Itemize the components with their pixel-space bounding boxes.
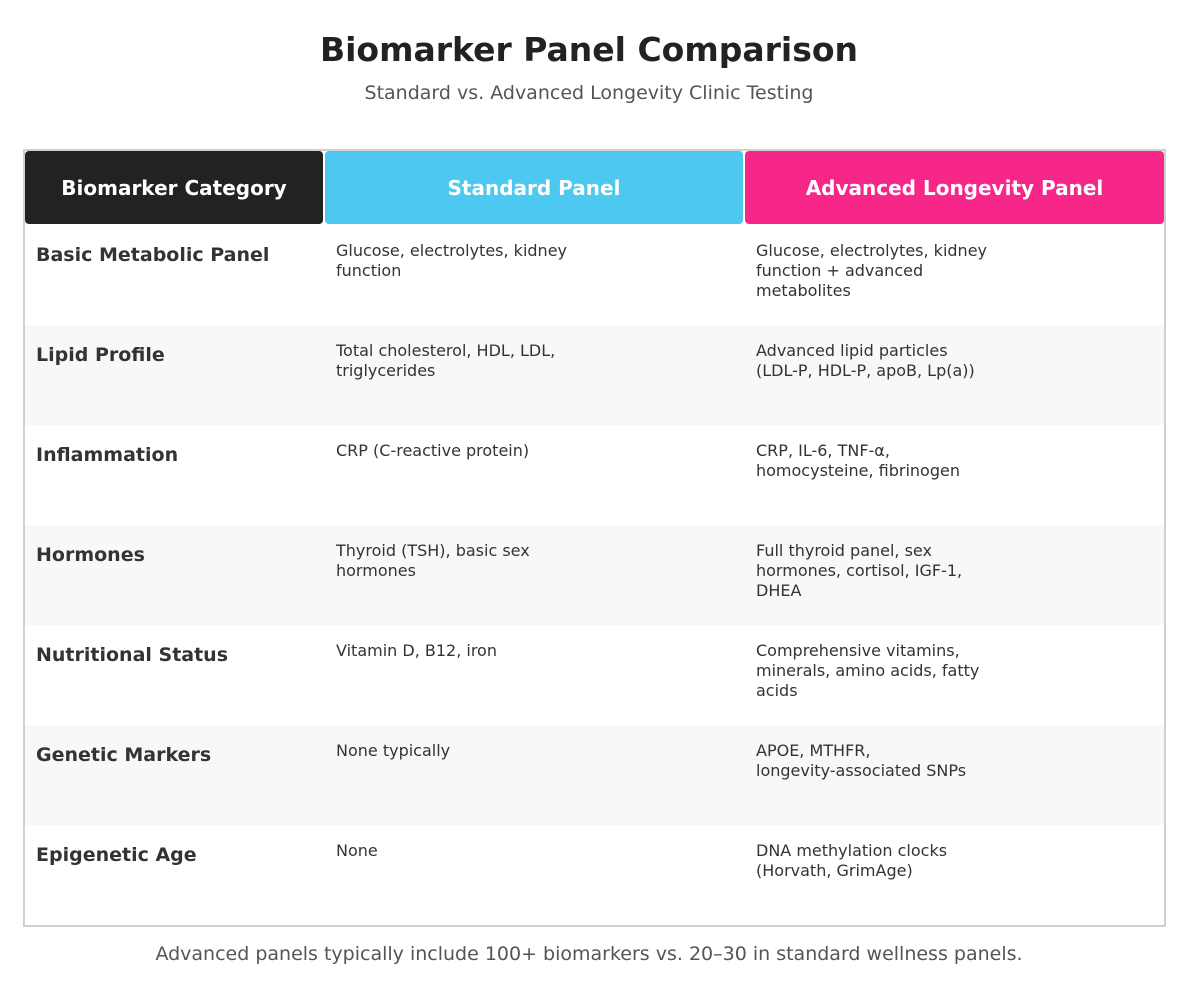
category-cell: Hormones [36,544,145,566]
table-row: Nutritional Status Vitamin D, B12, iron Co… [25,625,1164,725]
advanced-cell: Full thyroid panel, sex hormones, cortis… [756,541,963,600]
table-row: Epigenetic Age None DNA methylation clocks… [25,825,1164,925]
standard-cell: None [336,841,378,860]
category-cell: Genetic Markers [36,744,212,766]
category-cell: Epigenetic Age [36,844,197,866]
category-cell: Nutritional Status [36,644,229,666]
category-cell: Lipid Profile [36,344,165,366]
advanced-cell: APOE, MTHFR, longevity-associated SNPs [756,741,967,780]
table-row: Genetic Markers None typically APOE, MTHFR… [25,725,1164,825]
footer-note: Advanced panels typically include 100+ b… [155,943,1023,965]
header-category: Biomarker Category [25,151,323,224]
page-subtitle: Standard vs. Advanced Longevity Clinic T… [364,82,814,104]
standard-cell: CRP (C-reactive protein) [336,441,530,460]
table-row: Inflammation CRP (C-reactive protein) CRP,… [25,425,1164,525]
table-row: Basic Metabolic Panel Glucose, electrolyt… [25,225,1164,325]
category-cell: Basic Metabolic Panel [36,244,270,266]
page-title: Biomarker Panel Comparison [319,30,859,69]
advanced-cell: Comprehensive vitamins, minerals, amino … [756,641,980,700]
standard-cell: Total cholesterol, HDL, LDL, triglycerid… [336,341,556,380]
standard-cell: None typically [336,741,451,760]
advanced-cell: Glucose, electrolytes, kidney function +… [756,241,987,300]
advanced-cell: CRP, IL-6, TNF-α, homocysteine, fibrinog… [756,441,960,480]
advanced-cell: Advanced lipid particles (LDL-P, HDL-P, … [756,341,975,380]
header-standard: Standard Panel [325,151,743,224]
standard-cell: Vitamin D, B12, iron [336,641,497,660]
table-row: Hormones Thyroid (TSH), basic sex hormone… [25,525,1164,625]
standard-cell: Glucose, electrolytes, kidney function [336,241,567,280]
header-advanced: Advanced Longevity Panel [745,151,1164,224]
standard-cell: Thyroid (TSH), basic sex hormones [336,541,530,580]
category-cell: Inflammation [36,444,179,466]
table-row: Lipid Profile Total cholesterol, HDL, LDL… [25,325,1164,425]
advanced-cell: DNA methylation clocks (Horvath, GrimAge… [756,841,948,880]
comparison-table: Biomarker Category Standard Panel Advanc… [23,149,1166,927]
